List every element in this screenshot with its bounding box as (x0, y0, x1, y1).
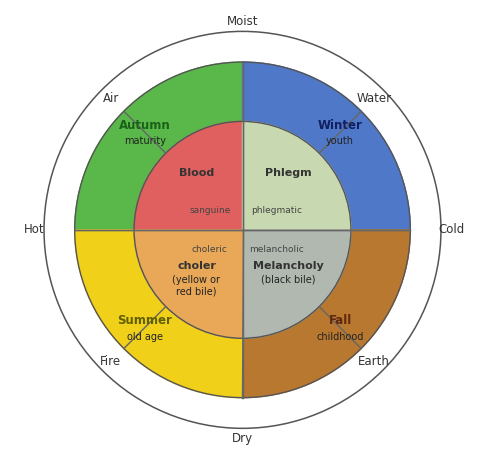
Text: Hot: Hot (23, 223, 44, 236)
Text: maturity: maturity (123, 136, 166, 146)
Text: Moist: Moist (227, 15, 257, 28)
Text: phlegmatic: phlegmatic (250, 206, 301, 215)
Text: melancholic: melancholic (248, 245, 303, 254)
Text: old age: old age (127, 332, 163, 342)
Wedge shape (134, 121, 242, 230)
Text: Fall: Fall (328, 314, 351, 327)
Text: Water: Water (356, 92, 391, 105)
Wedge shape (242, 230, 409, 397)
Text: choler: choler (177, 261, 215, 270)
Text: youth: youth (325, 136, 353, 146)
Text: Winter: Winter (317, 118, 362, 132)
Text: Phlegm: Phlegm (265, 168, 311, 177)
Wedge shape (134, 230, 242, 338)
Text: choleric: choleric (192, 245, 227, 254)
Wedge shape (242, 62, 409, 230)
Text: Air: Air (103, 92, 119, 105)
Text: (black bile): (black bile) (261, 275, 315, 285)
Text: Earth: Earth (358, 355, 389, 368)
Text: Summer: Summer (117, 314, 172, 327)
Text: (yellow or: (yellow or (172, 275, 220, 285)
Text: Dry: Dry (231, 432, 253, 445)
Text: Melancholy: Melancholy (253, 261, 323, 270)
Text: Autumn: Autumn (119, 118, 170, 132)
Wedge shape (75, 230, 242, 397)
Text: Fire: Fire (100, 355, 121, 368)
Wedge shape (242, 230, 350, 338)
Wedge shape (75, 62, 242, 230)
Text: sanguine: sanguine (189, 206, 230, 215)
Text: Blood: Blood (179, 168, 213, 177)
Text: childhood: childhood (316, 332, 363, 342)
Text: red bile): red bile) (176, 286, 216, 296)
Text: Cold: Cold (437, 223, 463, 236)
Wedge shape (242, 121, 350, 230)
